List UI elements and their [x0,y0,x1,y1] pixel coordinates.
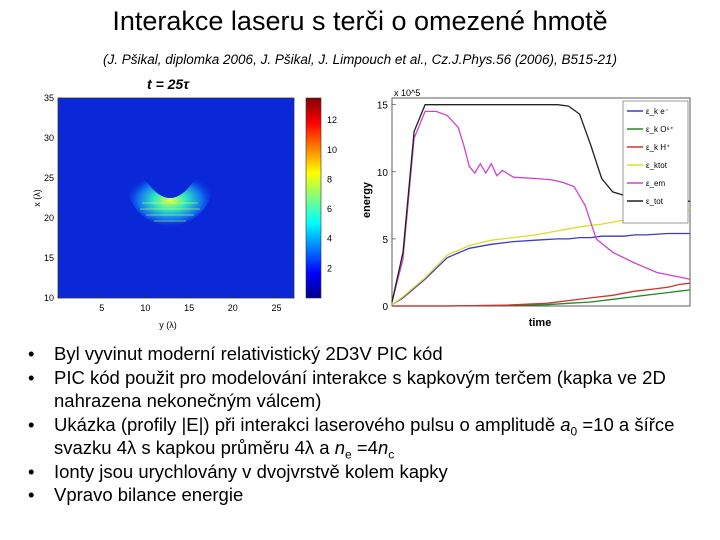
legend-entry: ε_ktot [646,161,668,170]
slide-title: Interakce laseru s terči o omezené hmotě [112,6,608,36]
colorbar-tick-label: 2 [327,263,332,273]
bullet-text: Ukázka (profily |E|) při interakci laser… [54,413,675,462]
energy-y-tick-label: 10 [377,168,389,179]
heatmap-x-tick-label: 10 [140,303,150,313]
heatmap-y-tick-label: 10 [44,293,54,303]
heatmap-colorbar [305,97,322,299]
heatmap-figure: t = 25τ 10 15 20 25 30 35 5 10 15 20 25 x (λ) y (… [32,76,337,330]
energy-chart: x 10^5 energy time 0 5 10 15 ε_k e⁻ ε_k O⁶⁺ ε… [361,88,691,329]
colorbar-tick-label: 10 [327,145,337,155]
energy-series-line [391,232,690,306]
bullet-item: • Vpravo bilance energie [28,483,708,507]
heatmap-x-label: y (λ) [159,320,177,330]
energy-y-label: energy [361,181,373,218]
heatmap-x-tick-label: 25 [272,303,282,313]
heatmap-title: t = 25τ [147,76,190,92]
bullet-symbol: • [28,366,35,388]
bullet-item: • PIC kód použit pro modelování interakc… [28,366,708,413]
colorbar-tick-label: 8 [327,174,332,184]
bullet-text: Byl vyvinut moderní relativistický 2D3V … [54,343,443,364]
bullet-item: • Byl vyvinut moderní relativistický 2D3… [28,342,708,366]
bullet-symbol: • [28,413,35,435]
heatmap-y-tick-label: 35 [44,93,54,103]
colorbar-tick-label: 12 [327,115,337,125]
heatmap-x-tick-label: 20 [228,303,238,313]
bullet-text: Ionty jsou urychlovány v dvojvrstvě kole… [54,460,448,482]
heatmap-y-tick-label: 25 [44,173,54,183]
heatmap-stripes [140,202,200,222]
energy-legend [622,100,689,224]
heatmap-y-label: x (λ) [32,189,42,207]
bullet-symbol: • [28,343,35,364]
legend-entry: ε_k O⁶⁺ [646,125,674,134]
heatmap-y-tick-label: 20 [44,213,54,223]
energy-y-tick-label: 0 [382,302,388,313]
heatmap-y-tick-label: 15 [44,253,54,263]
energy-multiplier: x 10^5 [394,88,420,98]
bullet-symbol: • [28,460,35,482]
energy-y-tick-label: 5 [382,235,388,246]
slide-citation: (J. Pšikal, diplomka 2006, J. Pšikal, J.… [103,52,617,67]
bullet-list: • Byl vyvinut moderní relativistický 2D3… [28,342,708,507]
heatmap-x-tick-label: 5 [99,303,104,313]
legend-entry: ε_k H⁺ [646,143,670,152]
colorbar-tick-label: 6 [327,204,332,214]
heatmap-x-tick-label: 15 [184,303,194,313]
legend-entry: ε_tot [646,197,664,206]
energy-series-line [391,110,691,303]
bullet-text: PIC kód použit pro modelování interakce … [54,366,666,412]
bullet-text: Vpravo bilance energie [54,484,244,505]
bullet-symbol: • [28,484,35,505]
energy-series-line [392,282,691,307]
legend-entry: ε_k e⁻ [646,107,669,116]
heatmap-y-tick-label: 30 [44,133,54,143]
colorbar-tick-label: 4 [327,234,332,244]
energy-x-label: time [529,317,552,329]
energy-y-tick-label: 15 [377,101,389,112]
legend-entry: ε_em [646,179,665,188]
bullet-item: • Ionty jsou urychlovány v dvojvrstvě ko… [28,460,708,484]
bullet-item: • Ukázka (profily |E|) při interakci las… [28,413,708,462]
